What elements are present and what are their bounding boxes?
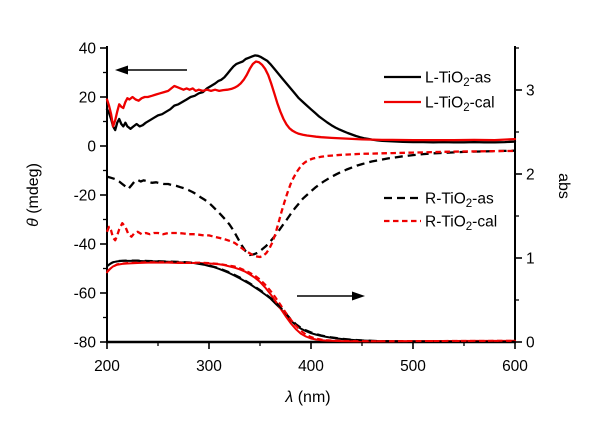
y-left-tick-label: -60 <box>74 286 97 303</box>
x-tick-label: 400 <box>298 358 324 375</box>
legend-label: L-TiO2-as <box>425 70 491 90</box>
y-right-tick-label: 3 <box>526 83 535 100</box>
curve-cd-R-cal <box>105 149 516 259</box>
curve-abs-R-cal <box>106 261 516 343</box>
legend-label: L-TiO2-cal <box>425 95 495 115</box>
legend-label: R-TiO2-as <box>425 191 494 211</box>
arrow-right-axis-indicator <box>297 291 365 301</box>
x-axis-title: λ (nm) <box>284 389 330 406</box>
x-tick-label: 600 <box>502 358 528 375</box>
curve-abs-L-as <box>106 259 516 343</box>
curve-abs-L-cal <box>106 261 516 343</box>
y-left-tick-label: -20 <box>74 188 97 205</box>
arrow-head <box>115 65 128 75</box>
y-left-tick-label: -40 <box>74 237 97 254</box>
curve-cd-R-as <box>106 149 516 257</box>
y-left-tick-label: 20 <box>79 90 97 107</box>
y-right-tick-label: 1 <box>526 251 535 268</box>
y-axis-left-title: θ (mdeg) <box>25 163 42 227</box>
legend-item-r-tio2-cal: R-TiO2-cal <box>384 214 497 234</box>
y-left-tick-label: 0 <box>87 139 96 156</box>
legend-item-l-tio2-as: L-TiO2-as <box>384 70 491 90</box>
arrow-left-axis-indicator <box>115 65 187 75</box>
y-right-tick-label: 0 <box>526 335 535 352</box>
legend-label: R-TiO2-cal <box>425 214 497 234</box>
curve-cd-L-cal <box>105 60 517 142</box>
y-left-tick-label: -80 <box>74 335 97 352</box>
legend-item-l-tio2-cal: L-TiO2-cal <box>384 95 495 115</box>
y-left-tick-label: 40 <box>79 41 97 58</box>
x-tick-label: 300 <box>196 358 222 375</box>
legend-item-r-tio2-as: R-TiO2-as <box>384 191 494 211</box>
curve-abs-R-as <box>106 259 515 343</box>
arrow-head <box>352 291 365 301</box>
x-tick-label: 500 <box>400 358 426 375</box>
y-right-tick-label: 2 <box>526 167 535 184</box>
y-axis-right-title: abs <box>555 173 572 199</box>
x-tick-label: 200 <box>94 358 120 375</box>
